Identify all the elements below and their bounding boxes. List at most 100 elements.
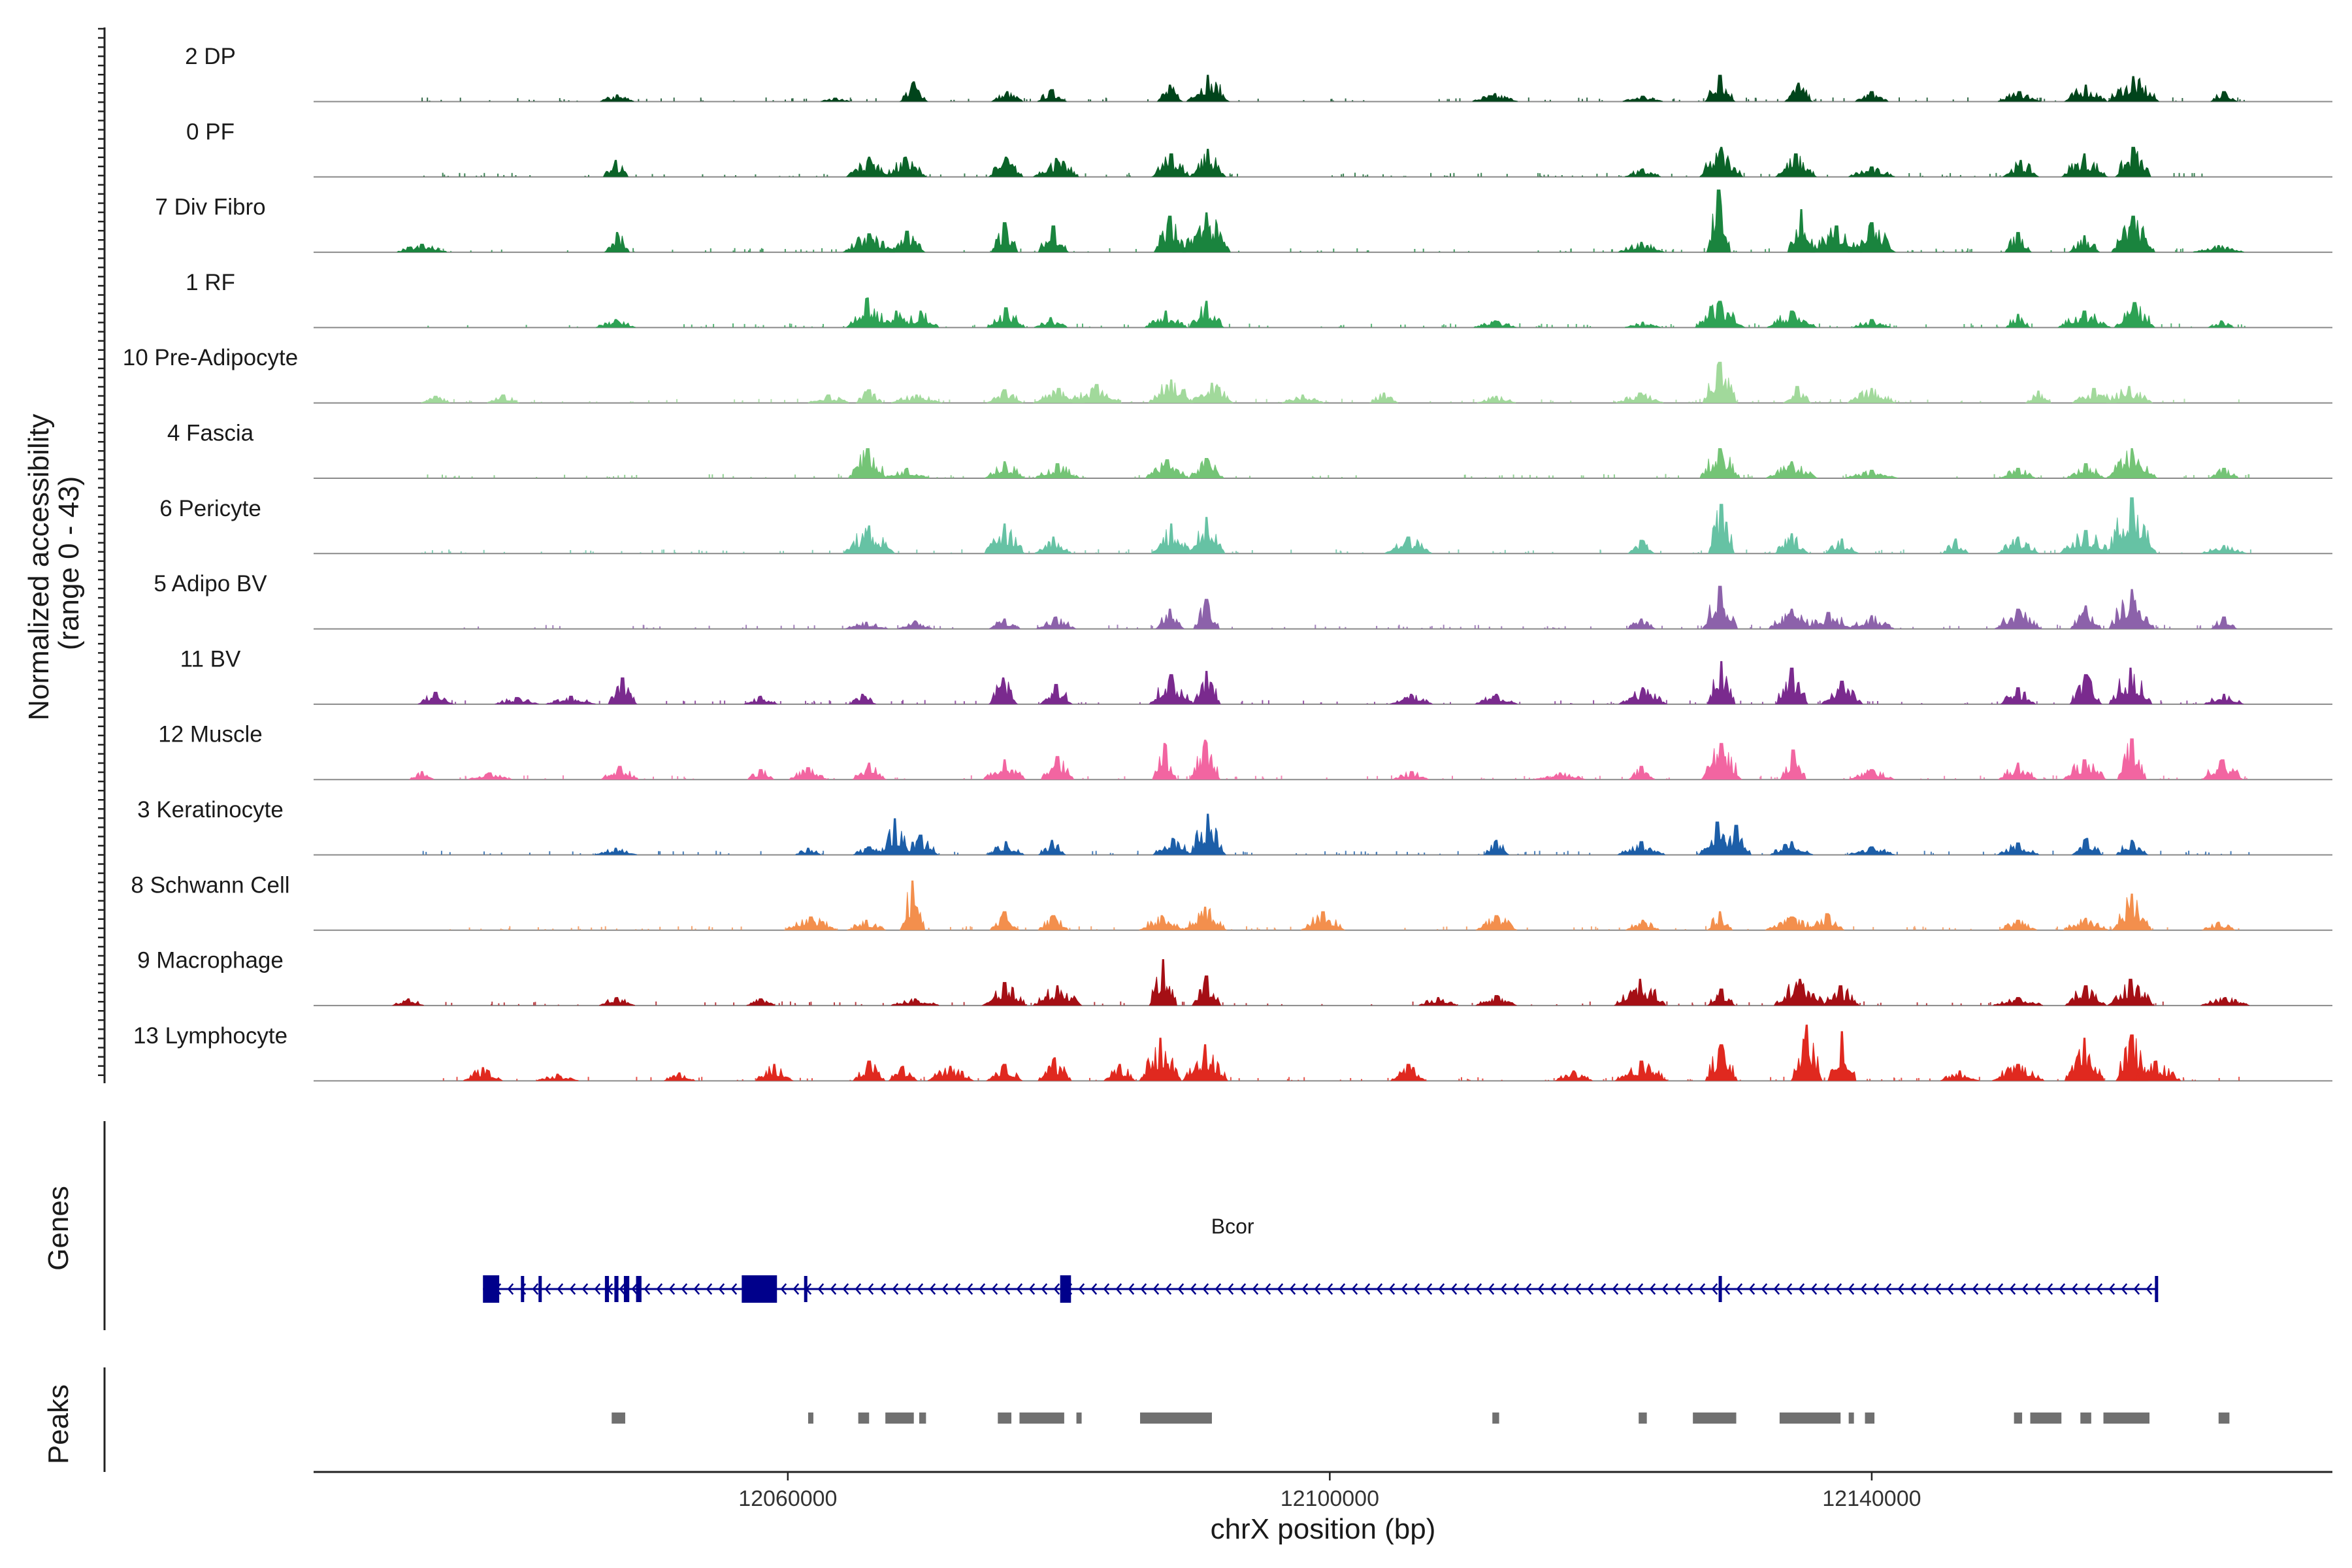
track-label: 12 Muscle — [158, 722, 263, 747]
gene-exon — [636, 1276, 642, 1302]
coverage-peak — [1848, 166, 1895, 177]
coverage-peak — [1190, 382, 1233, 403]
coverage-peak — [755, 1064, 794, 1081]
coverage-peak — [1992, 1064, 2045, 1081]
coverage-peak — [1555, 1070, 1593, 1081]
coverage-peak — [468, 772, 512, 780]
coverage-peak — [1148, 379, 1194, 403]
peaks-axis-title: Peaks — [42, 1384, 74, 1464]
peak-region — [1076, 1413, 1082, 1424]
track-background — [422, 851, 2250, 855]
coverage-peak — [1034, 536, 1072, 554]
peak-region — [998, 1413, 1012, 1424]
coverage-peak — [495, 696, 539, 704]
track-background — [424, 700, 2236, 704]
coverage-peak — [898, 620, 932, 629]
track-label: 1 RF — [186, 270, 235, 295]
coverage-peak — [2062, 759, 2107, 780]
coverage-peak — [1827, 1031, 1857, 1081]
coverage-peak — [845, 156, 892, 177]
coverage-peak — [1708, 504, 1735, 554]
coverage-peak — [1072, 384, 1122, 403]
coverage-peak — [2004, 232, 2032, 253]
x-tick-label: 12140000 — [1822, 1486, 1921, 1511]
coverage-peak — [848, 693, 876, 704]
track-background — [449, 926, 2240, 930]
track-label: 7 Div Fibro — [155, 195, 265, 220]
coverage-peak — [2108, 667, 2153, 704]
coverage-peak — [1784, 82, 1814, 102]
coverage-peak — [890, 394, 942, 403]
coverage-peak — [2025, 390, 2051, 403]
coverage-peak — [986, 307, 1026, 328]
coverage-peak — [1820, 680, 1863, 704]
coverage-peak — [2202, 759, 2244, 780]
track-5: 10 Pre-Adipocyte — [123, 345, 2332, 404]
coverage-peak — [397, 244, 448, 253]
track-6: 4 Fascia — [167, 421, 2332, 479]
coverage-peak — [421, 395, 451, 403]
coverage-peak — [821, 97, 850, 102]
coverage-peak — [987, 389, 1024, 403]
coverage-peak — [1614, 979, 1667, 1006]
coverage-peak — [1182, 212, 1231, 253]
coverage-peak — [888, 1066, 918, 1081]
coverage-tracks: 2 DP 0 PF 7 Div Fibro 1 RF 10 Pre-Adipocyte 4… — [123, 44, 2332, 1082]
coverage-peak — [889, 231, 926, 253]
coverage-peak — [1999, 919, 2037, 930]
coverage-peak — [1103, 1064, 1135, 1081]
coverage-peak — [1472, 93, 1518, 102]
coverage-peak — [2065, 985, 2107, 1006]
coverage-peak — [1705, 1044, 1738, 1081]
coverage-peak — [463, 1067, 503, 1081]
coverage-peak — [853, 846, 885, 855]
coverage-peak — [1997, 536, 2040, 554]
coverage-peak — [2207, 320, 2234, 328]
gene-label: Bcor — [1211, 1215, 1254, 1238]
coverage-peak — [1040, 756, 1075, 780]
coverage-peak — [1622, 95, 1663, 102]
coverage-peak — [2131, 1060, 2181, 1081]
track-background — [428, 399, 2240, 403]
peak-region — [1492, 1413, 1499, 1424]
gene-exon — [483, 1275, 500, 1303]
coverage-peak — [1617, 841, 1666, 855]
coverage-peak — [608, 677, 638, 704]
coverage-peak — [1482, 840, 1509, 855]
track-label: 5 Adipo BV — [154, 571, 267, 596]
peak-region — [2080, 1413, 2091, 1424]
coverage-peak — [536, 1073, 579, 1081]
track-label: 8 Schwann Cell — [131, 872, 289, 898]
peak-region — [858, 1413, 870, 1424]
track-background — [445, 1001, 2239, 1005]
coverage-peak — [1782, 385, 1812, 403]
coverage-peak — [1032, 157, 1079, 177]
coverage-peak — [2115, 146, 2151, 177]
coverage-peak — [1139, 915, 1185, 930]
coverage-peak — [1300, 911, 1346, 930]
coverage-peak — [2111, 893, 2152, 930]
coverage-peak — [2108, 589, 2155, 629]
coverage-peak — [1773, 979, 1827, 1006]
y-axis-title: Normalized accessibility (range 0 - 43) — [23, 406, 85, 721]
coverage-peak — [1474, 693, 1518, 704]
coverage-peak — [1775, 153, 1818, 177]
coverage-peak — [2106, 385, 2153, 403]
peak-region — [1693, 1413, 1737, 1424]
coverage-peak — [902, 310, 939, 328]
peak-region — [612, 1413, 625, 1424]
coverage-peak — [2005, 314, 2031, 328]
track-label: 10 Pre-Adipocyte — [123, 345, 298, 370]
peaks-panel — [103, 1367, 2230, 1472]
coverage-peak — [1038, 840, 1066, 855]
coverage-peak — [1695, 301, 1746, 328]
coverage-peak — [1780, 749, 1806, 780]
coverage-peak — [1149, 674, 1194, 704]
track-13: 9 Macrophage — [137, 948, 2332, 1007]
coverage-peak — [1995, 608, 2043, 629]
coverage-peak — [2117, 738, 2147, 780]
x-tick-label: 12100000 — [1281, 1486, 1379, 1511]
coverage-peak — [1618, 687, 1668, 704]
coverage-peak — [2068, 235, 2100, 253]
y-axis-title-line-1: Normalized accessibility — [23, 414, 55, 720]
